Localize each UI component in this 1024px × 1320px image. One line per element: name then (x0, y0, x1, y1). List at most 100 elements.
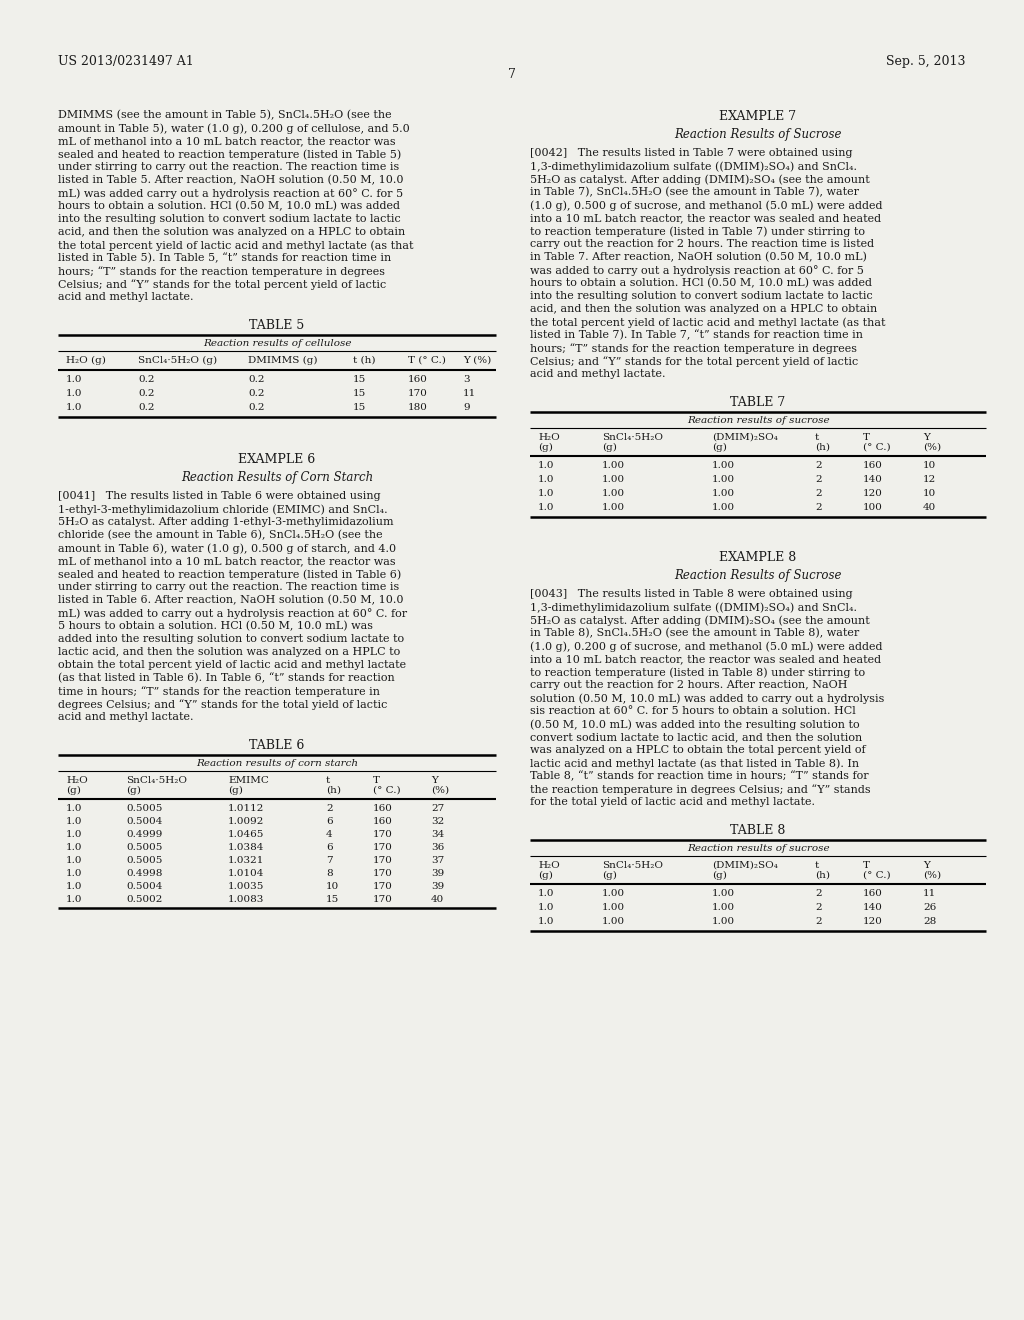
Text: 1.0: 1.0 (538, 488, 555, 498)
Text: 1.0: 1.0 (66, 855, 83, 865)
Text: 5 hours to obtain a solution. HCl (0.50 M, 10.0 mL) was: 5 hours to obtain a solution. HCl (0.50 … (58, 620, 373, 631)
Text: 1.00: 1.00 (712, 488, 735, 498)
Text: was added to carry out a hydrolysis reaction at 60° C. for 5: was added to carry out a hydrolysis reac… (530, 265, 864, 276)
Text: 1.00: 1.00 (602, 475, 625, 484)
Text: 0.5004: 0.5004 (126, 817, 163, 826)
Text: obtain the total percent yield of lactic acid and methyl lactate: obtain the total percent yield of lactic… (58, 660, 407, 671)
Text: 0.2: 0.2 (138, 403, 155, 412)
Text: 1.00: 1.00 (712, 461, 735, 470)
Text: Y (%): Y (%) (463, 356, 492, 366)
Text: 1.0: 1.0 (66, 830, 83, 840)
Text: (g): (g) (602, 444, 616, 453)
Text: H₂O: H₂O (66, 776, 88, 785)
Text: (g): (g) (602, 871, 616, 880)
Text: 1.00: 1.00 (712, 888, 735, 898)
Text: 34: 34 (431, 830, 444, 840)
Text: EXAMPLE 7: EXAMPLE 7 (720, 110, 797, 123)
Text: (g): (g) (712, 444, 727, 453)
Text: Reaction Results of Sucrose: Reaction Results of Sucrose (674, 569, 842, 582)
Text: carry out the reaction for 2 hours. The reaction time is listed: carry out the reaction for 2 hours. The … (530, 239, 874, 249)
Text: 8: 8 (326, 869, 333, 878)
Text: 2: 2 (815, 917, 821, 927)
Text: EMIMC: EMIMC (228, 776, 269, 785)
Text: 160: 160 (863, 888, 883, 898)
Text: 160: 160 (373, 817, 393, 826)
Text: into a 10 mL batch reactor, the reactor was sealed and heated: into a 10 mL batch reactor, the reactor … (530, 213, 881, 223)
Text: t: t (326, 776, 331, 785)
Text: 2: 2 (815, 503, 821, 512)
Text: 10: 10 (923, 488, 936, 498)
Text: 5H₂O as catalyst. After adding (DMIM)₂SO₄ (see the amount: 5H₂O as catalyst. After adding (DMIM)₂SO… (530, 174, 869, 185)
Text: 1.00: 1.00 (712, 503, 735, 512)
Text: listed in Table 7). In Table 7, “t” stands for reaction time in: listed in Table 7). In Table 7, “t” stan… (530, 330, 863, 341)
Text: t (h): t (h) (353, 356, 376, 366)
Text: acid and methyl lactate.: acid and methyl lactate. (530, 370, 666, 379)
Text: (h): (h) (815, 444, 830, 451)
Text: in Table 8), SnCl₄.5H₂O (see the amount in Table 8), water: in Table 8), SnCl₄.5H₂O (see the amount … (530, 628, 859, 639)
Text: 1.0: 1.0 (66, 817, 83, 826)
Text: amount in Table 5), water (1.0 g), 0.200 g of cellulose, and 5.0: amount in Table 5), water (1.0 g), 0.200… (58, 123, 410, 133)
Text: 1.00: 1.00 (602, 903, 625, 912)
Text: 170: 170 (373, 882, 393, 891)
Text: 1.00: 1.00 (712, 917, 735, 927)
Text: SnCl₄·5H₂O: SnCl₄·5H₂O (602, 433, 663, 442)
Text: 15: 15 (353, 403, 367, 412)
Text: (g): (g) (538, 444, 553, 453)
Text: mL) was added to carry out a hydrolysis reaction at 60° C. for: mL) was added to carry out a hydrolysis … (58, 609, 408, 619)
Text: sealed and heated to reaction temperature (listed in Table 6): sealed and heated to reaction temperatur… (58, 569, 401, 579)
Text: 1.0: 1.0 (66, 804, 83, 813)
Text: (° C.): (° C.) (373, 785, 400, 795)
Text: 140: 140 (863, 903, 883, 912)
Text: added into the resulting solution to convert sodium lactate to: added into the resulting solution to con… (58, 634, 404, 644)
Text: 160: 160 (373, 804, 393, 813)
Text: 7: 7 (508, 69, 516, 81)
Text: DMIMMS (see the amount in Table 5), SnCl₄.5H₂O (see the: DMIMMS (see the amount in Table 5), SnCl… (58, 110, 391, 120)
Text: 170: 170 (373, 869, 393, 878)
Text: 11: 11 (463, 389, 476, 399)
Text: Y: Y (923, 433, 930, 442)
Text: US 2013/0231497 A1: US 2013/0231497 A1 (58, 55, 194, 69)
Text: 15: 15 (326, 895, 339, 904)
Text: 0.5005: 0.5005 (126, 855, 163, 865)
Text: amount in Table 6), water (1.0 g), 0.500 g of starch, and 4.0: amount in Table 6), water (1.0 g), 0.500… (58, 543, 396, 553)
Text: 1.0: 1.0 (66, 843, 83, 851)
Text: Y: Y (431, 776, 438, 785)
Text: 39: 39 (431, 882, 444, 891)
Text: Reaction results of sucrose: Reaction results of sucrose (687, 843, 829, 853)
Text: lactic acid and methyl lactate (as that listed in Table 8). In: lactic acid and methyl lactate (as that … (530, 758, 859, 768)
Text: 180: 180 (408, 403, 428, 412)
Text: 32: 32 (431, 817, 444, 826)
Text: solution (0.50 M, 10.0 mL) was added to carry out a hydrolysis: solution (0.50 M, 10.0 mL) was added to … (530, 693, 885, 704)
Text: (g): (g) (66, 785, 81, 795)
Text: 40: 40 (431, 895, 444, 904)
Text: convert sodium lactate to lactic acid, and then the solution: convert sodium lactate to lactic acid, a… (530, 733, 862, 742)
Text: for the total yield of lactic acid and methyl lactate.: for the total yield of lactic acid and m… (530, 797, 815, 807)
Text: 40: 40 (923, 503, 936, 512)
Text: 0.2: 0.2 (248, 389, 264, 399)
Text: the reaction temperature in degrees Celsius; and “Y” stands: the reaction temperature in degrees Cels… (530, 784, 870, 795)
Text: 1.00: 1.00 (712, 903, 735, 912)
Text: 10: 10 (326, 882, 339, 891)
Text: 36: 36 (431, 843, 444, 851)
Text: 28: 28 (923, 917, 936, 927)
Text: 39: 39 (431, 869, 444, 878)
Text: 160: 160 (863, 461, 883, 470)
Text: 2: 2 (815, 888, 821, 898)
Text: t: t (815, 433, 819, 442)
Text: (%): (%) (923, 444, 941, 451)
Text: chloride (see the amount in Table 6), SnCl₄.5H₂O (see the: chloride (see the amount in Table 6), Sn… (58, 531, 383, 540)
Text: [0041]   The results listed in Table 6 were obtained using: [0041] The results listed in Table 6 wer… (58, 491, 381, 502)
Text: H₂O: H₂O (538, 433, 560, 442)
Text: [0042]   The results listed in Table 7 were obtained using: [0042] The results listed in Table 7 wer… (530, 148, 853, 158)
Text: 120: 120 (863, 917, 883, 927)
Text: t: t (815, 861, 819, 870)
Text: Reaction results of corn starch: Reaction results of corn starch (196, 759, 358, 768)
Text: into a 10 mL batch reactor, the reactor was sealed and heated: into a 10 mL batch reactor, the reactor … (530, 653, 881, 664)
Text: T: T (863, 433, 870, 442)
Text: acid, and then the solution was analyzed on a HPLC to obtain: acid, and then the solution was analyzed… (58, 227, 406, 238)
Text: 160: 160 (408, 375, 428, 384)
Text: mL) was added carry out a hydrolysis reaction at 60° C. for 5: mL) was added carry out a hydrolysis rea… (58, 187, 403, 199)
Text: Reaction results of cellulose: Reaction results of cellulose (203, 339, 351, 348)
Text: 1.0: 1.0 (66, 389, 83, 399)
Text: 15: 15 (353, 389, 367, 399)
